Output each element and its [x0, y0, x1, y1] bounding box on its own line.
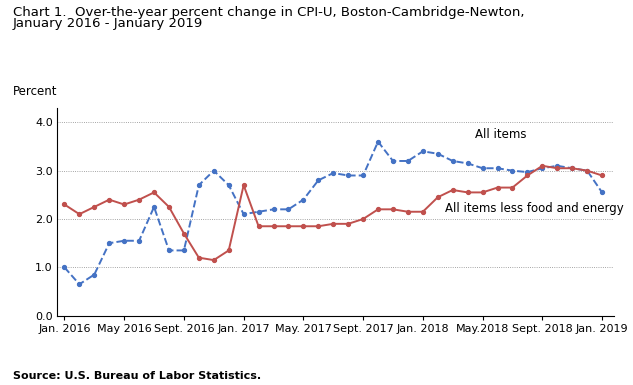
Text: Chart 1.  Over-the-year percent change in CPI-U, Boston-Cambridge-Newton,: Chart 1. Over-the-year percent change in…: [13, 6, 524, 19]
Text: January 2016 - January 2019: January 2016 - January 2019: [13, 17, 203, 30]
Text: Source: U.S. Bureau of Labor Statistics.: Source: U.S. Bureau of Labor Statistics.: [13, 371, 261, 381]
Text: Percent: Percent: [13, 85, 57, 98]
Text: All items less food and energy: All items less food and energy: [445, 202, 624, 215]
Text: All items: All items: [475, 128, 527, 141]
